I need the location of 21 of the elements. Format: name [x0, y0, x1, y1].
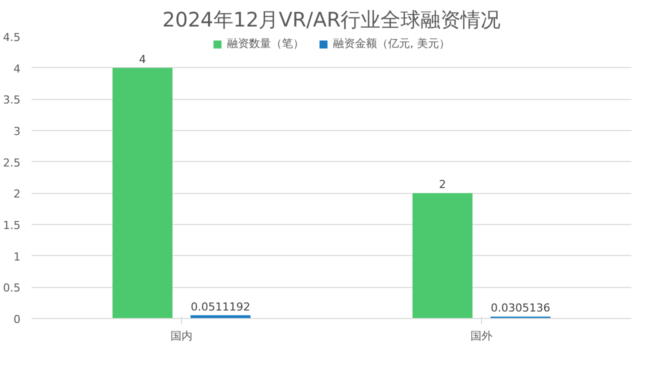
chart-title: 2024年12月VR/AR行业全球融资情况 [162, 8, 501, 32]
x-tick-label: 国外 [470, 330, 492, 342]
y-tick-label: 0.5 [3, 282, 21, 295]
bar [412, 193, 472, 318]
x-tick-label: 国内 [170, 330, 192, 342]
data-label: 2 [439, 178, 446, 192]
y-tick-label: 2.5 [3, 156, 21, 170]
y-tick-label: 0 [14, 313, 20, 326]
y-tick-label: 1 [14, 250, 20, 264]
legend-label: 融资数量（笔） [227, 36, 304, 51]
data-label: 0.0305136 [490, 302, 550, 315]
data-label: 0.0511192 [190, 300, 250, 314]
y-tick-label: 2 [14, 188, 20, 201]
y-tick-label: 3.5 [3, 94, 21, 107]
y-tick-label: 3 [14, 125, 20, 138]
y-tick-label: 4.5 [3, 31, 21, 44]
data-label: 4 [139, 52, 146, 66]
y-tick-label: 1.5 [3, 219, 21, 232]
legend-label: 融资金额（亿元, 美元） [333, 36, 450, 51]
y-tick-label: 4 [14, 62, 20, 76]
bar [112, 68, 172, 318]
